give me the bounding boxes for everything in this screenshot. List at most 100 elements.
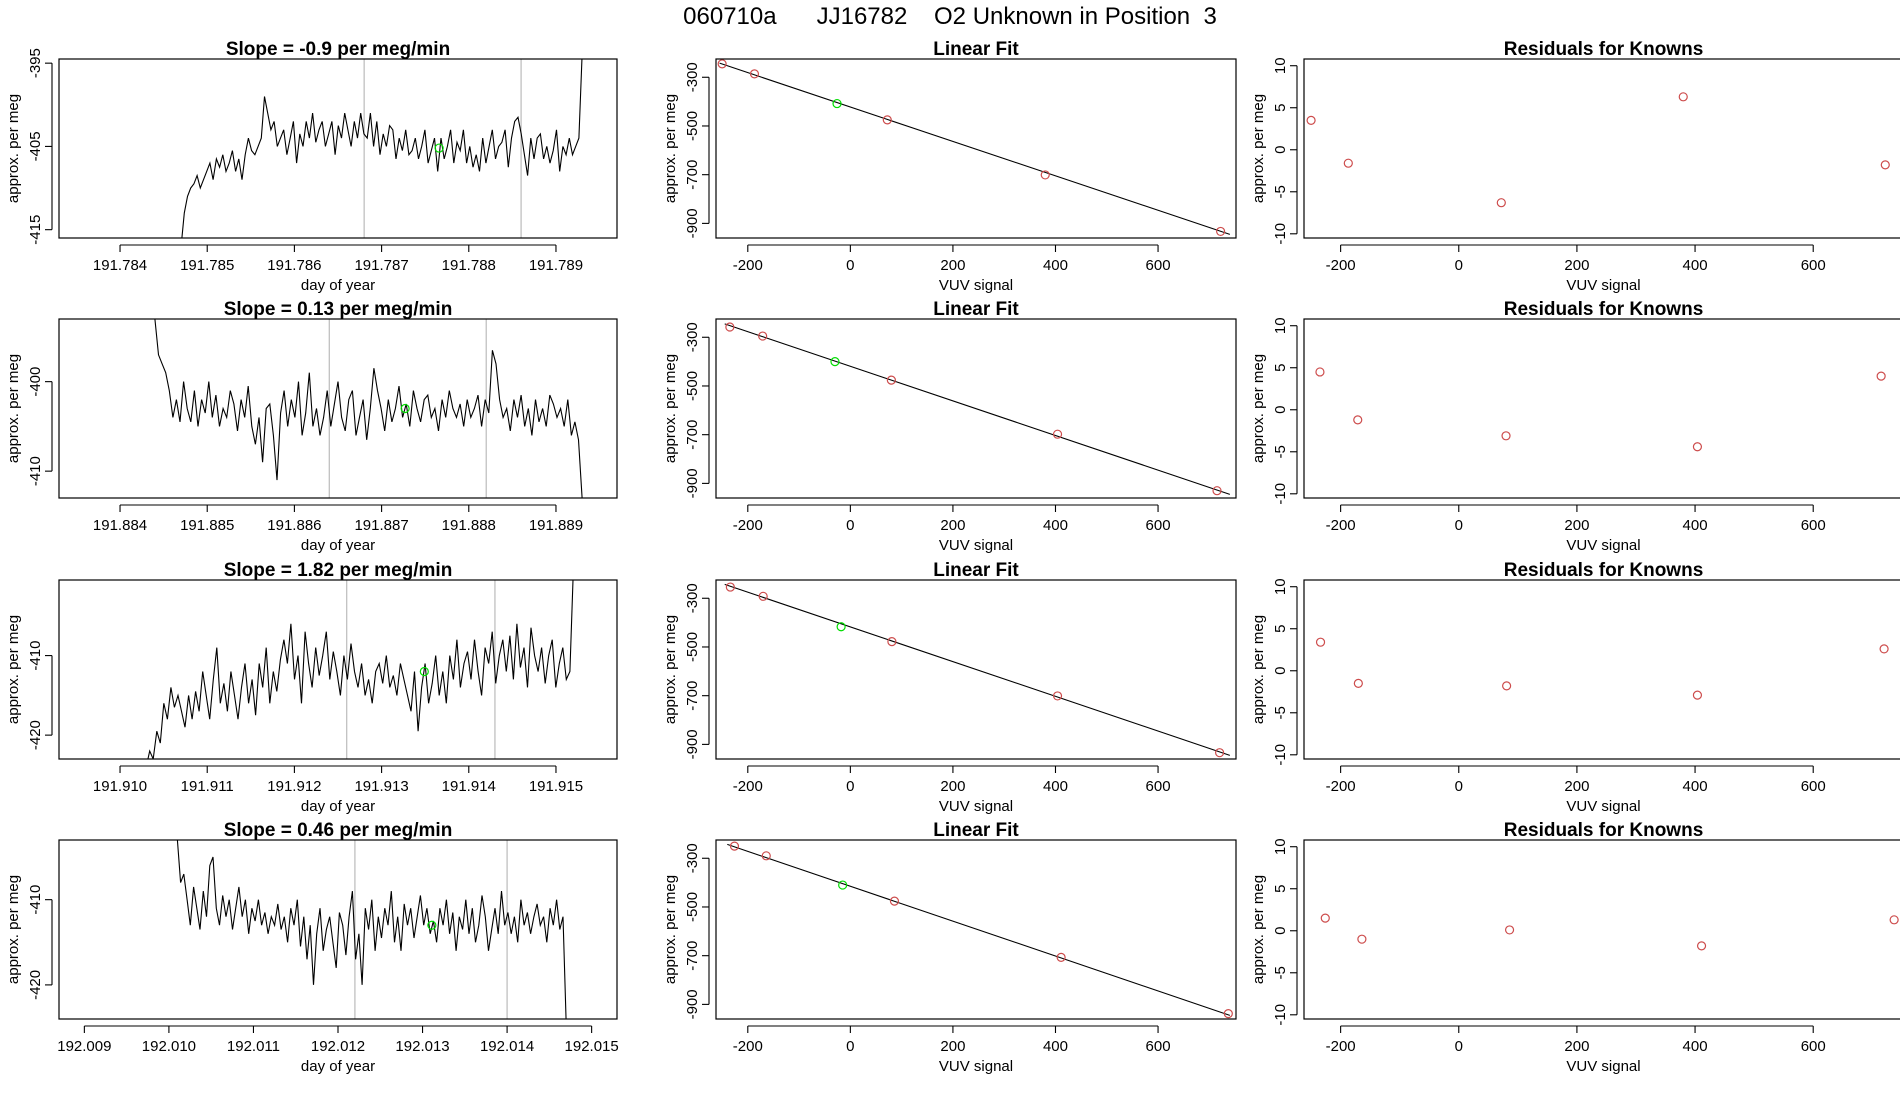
y-tick-label: -420 [27, 720, 44, 750]
y-tick-label: 5 [1272, 625, 1289, 633]
y-tick-label: 5 [1272, 885, 1289, 893]
series-line [181, 59, 583, 238]
x-tick-label: 0 [1455, 778, 1463, 795]
known-point [889, 896, 900, 906]
y-tick-label: -5 [1272, 185, 1289, 198]
plot-frame [1303, 839, 1900, 1020]
y-tick-label: -405 [27, 131, 44, 161]
y-tick-label: -900 [684, 729, 701, 759]
fit-line [727, 843, 1231, 1016]
y-tick-label: -10 [1272, 483, 1289, 505]
y-tick-label: -500 [684, 892, 701, 922]
x-tick-label: 400 [1043, 778, 1068, 795]
chart-title: Residuals for Knowns [1504, 560, 1704, 581]
chart-panel-residuals: Residuals for Knowns -200 0 200 400 600 VUV si… [1250, 299, 1900, 554]
unknown-point [434, 143, 444, 153]
y-axis-label: approx. per meg [662, 615, 679, 724]
plot-frame [58, 839, 618, 1020]
chart-title: Residuals for Knowns [1504, 39, 1704, 60]
x-axis-label: VUV signal [939, 537, 1013, 554]
unknown-point [832, 98, 842, 109]
known-point [725, 322, 735, 332]
unknown-point [830, 357, 840, 367]
x-tick-label: 600 [1146, 778, 1171, 795]
x-tick-label: -200 [733, 1038, 763, 1055]
chart-panel-linear_fit: Linear Fit -200 0 200 400 600 VUV signal -300 -5… [662, 820, 1237, 1075]
chart-panel-linear_fit: Linear Fit -200 0 200 400 600 VUV signal -300 -5… [662, 299, 1237, 554]
plot-frame [58, 58, 618, 239]
series-line [147, 580, 574, 759]
x-tick-label: 192.010 [142, 1038, 196, 1055]
y-tick-label: -700 [684, 160, 701, 190]
known-point [1052, 429, 1063, 439]
known-point [758, 331, 768, 341]
chart-panel-timeseries: Slope = 0.46 per meg/min 192.009 192.010 19… [5, 820, 619, 1075]
x-tick-label: 0 [1455, 1038, 1463, 1055]
x-tick-label: 191.887 [354, 517, 408, 534]
unknown-point [400, 403, 410, 414]
y-tick-label: -420 [27, 970, 44, 1000]
x-axis-label: VUV signal [939, 1058, 1013, 1075]
residual-point [1315, 367, 1325, 377]
figure-title: 060710a JJ16782 O2 Unknown in Position 3 [683, 3, 1217, 30]
unknown-point [838, 880, 848, 890]
x-tick-label: 191.913 [354, 778, 408, 795]
residual-point [1876, 371, 1886, 381]
x-tick-label: 192.015 [565, 1038, 619, 1055]
known-point [1052, 691, 1063, 701]
residual-point [1678, 92, 1688, 102]
x-tick-label: 600 [1801, 257, 1826, 274]
x-tick-label: 191.784 [93, 257, 147, 274]
plot-frame [715, 318, 1237, 499]
y-tick-label: -410 [27, 885, 44, 915]
y-axis-label: approx. per meg [1250, 615, 1267, 724]
x-tick-label: -200 [1326, 778, 1356, 795]
y-tick-label: 0 [1272, 146, 1289, 154]
residual-point [1889, 915, 1899, 925]
chart-panel-timeseries: Slope = 1.82 per meg/min 191.910 191.911 19… [5, 560, 618, 815]
chart-panel-residuals: Residuals for Knowns -200 0 200 400 600 VUV si… [1250, 39, 1900, 294]
known-point [761, 851, 771, 861]
x-axis-label: VUV signal [1566, 1058, 1640, 1075]
x-tick-label: 191.886 [267, 517, 321, 534]
x-tick-label: -200 [1326, 517, 1356, 534]
y-tick-label: -10 [1272, 223, 1289, 245]
x-tick-label: 400 [1043, 1038, 1068, 1055]
residual-point [1315, 637, 1326, 647]
x-tick-label: 191.910 [93, 778, 147, 795]
y-tick-label: 10 [1272, 317, 1289, 334]
chart-title: Linear Fit [933, 39, 1019, 60]
fit-line [724, 583, 1231, 756]
plot-frame [58, 579, 618, 760]
y-tick-label: 0 [1272, 667, 1289, 675]
y-axis-label: approx. per meg [5, 354, 22, 463]
chart-panel-timeseries: Slope = -0.9 per meg/min 191.784 191.785 19… [5, 39, 618, 294]
x-tick-label: 191.786 [267, 257, 321, 274]
known-point [749, 69, 760, 79]
x-axis-label: day of year [301, 537, 375, 554]
y-tick-label: -5 [1272, 706, 1289, 719]
x-tick-label: 191.785 [180, 257, 234, 274]
residual-point [1343, 158, 1353, 168]
x-tick-label: 0 [846, 517, 854, 534]
x-tick-label: 0 [846, 257, 854, 274]
series-line [176, 840, 567, 1019]
y-tick-label: -300 [684, 62, 701, 92]
known-point [1214, 748, 1225, 758]
residual-point [1880, 160, 1890, 170]
y-tick-label: -395 [27, 48, 44, 78]
y-tick-label: -415 [27, 215, 44, 245]
x-tick-label: -200 [1326, 257, 1356, 274]
chart-panel-timeseries: Slope = 0.13 per meg/min 191.884 191.885 19… [5, 299, 618, 554]
chart-title: Slope = 0.46 per meg/min [224, 820, 453, 841]
residual-point [1696, 941, 1707, 951]
plot-frame [715, 58, 1237, 239]
y-axis-label: approx. per meg [1250, 875, 1267, 984]
y-tick-label: -700 [684, 420, 701, 450]
x-tick-label: 191.915 [529, 778, 583, 795]
x-tick-label: 192.014 [480, 1038, 534, 1055]
residual-point [1353, 678, 1363, 688]
plot-frame [1303, 318, 1900, 499]
chart-panel-linear_fit: Linear Fit -200 0 200 400 600 VUV signal -300 -5… [662, 39, 1237, 294]
